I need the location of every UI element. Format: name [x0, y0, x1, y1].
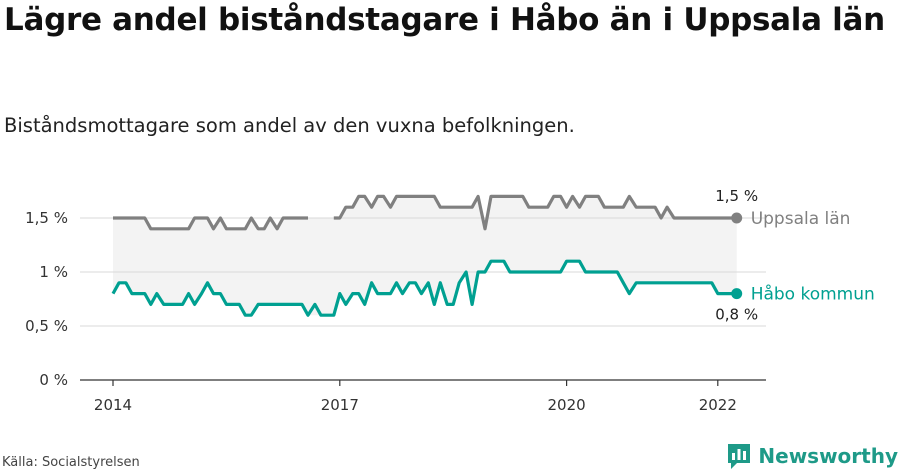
brand-name: Newsworthy [758, 444, 898, 468]
x-tick-label: 2014 [94, 396, 132, 414]
x-tick-label: 2017 [321, 396, 359, 414]
y-tick-label: 1 % [39, 263, 68, 281]
source-note: Källa: Socialstyrelsen [2, 455, 140, 470]
y-axis-ticks: 0 % 0,5 % 1 % 1,5 % [25, 209, 68, 389]
x-tick-label: 2020 [548, 396, 586, 414]
y-tick-label: 0 % [39, 371, 68, 389]
range-band-area [113, 196, 737, 316]
series-line [113, 194, 737, 231]
x-axis-ticks: 2014 2017 2020 2022 [94, 380, 737, 414]
y-tick-label: 0,5 % [25, 317, 68, 335]
series-end-value-label: 1,5 % [715, 187, 758, 205]
y-tick-label: 1,5 % [25, 209, 68, 227]
chart-subtitle: Biståndsmottagare som andel av den vuxna… [4, 114, 575, 137]
series-labels: Uppsala län Håbo kommun 1,5 % 0,8 % [715, 187, 875, 324]
x-tick-label: 2022 [699, 396, 737, 414]
chart-title: Lägre andel biståndstagare i Håbo än i U… [4, 2, 885, 38]
newsworthy-logo-icon [728, 444, 751, 469]
series-name-label: Uppsala län [751, 209, 851, 229]
range-band [113, 196, 737, 316]
series-end-value-label: 0,8 % [715, 306, 758, 324]
series-end-point [731, 288, 743, 300]
series-name-label: Håbo kommun [751, 284, 875, 305]
series-lines [111, 194, 743, 317]
series-line [111, 259, 737, 317]
brand-logo[interactable]: Newsworthy [726, 442, 898, 470]
series-end-point [731, 212, 743, 224]
